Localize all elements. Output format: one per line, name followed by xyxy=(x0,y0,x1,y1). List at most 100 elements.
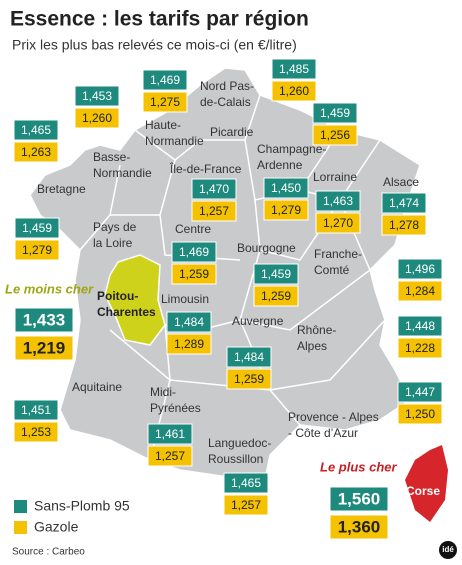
subtitle: Prix les plus bas relevés ce mois-ci (en… xyxy=(12,37,297,53)
price-sp95: 1,465 xyxy=(231,476,261,490)
region-name: Bourgogne xyxy=(237,241,296,255)
price-gazole: 1,263 xyxy=(21,145,51,159)
region-name: Limousin xyxy=(161,292,209,306)
region-name: Provence - Alpes xyxy=(288,410,379,424)
price-box xyxy=(14,217,60,239)
price-sp95: 1,450 xyxy=(271,181,301,195)
price-box xyxy=(312,102,358,124)
region-name: Champagne- xyxy=(257,142,326,156)
price-sp95: 1,485 xyxy=(279,62,309,76)
price-box xyxy=(397,258,443,280)
price-sp95: 1,474 xyxy=(389,196,419,210)
price-gazole: 1,260 xyxy=(82,111,112,125)
region-name: de-Calais xyxy=(200,95,251,109)
price-sp95: 1,433 xyxy=(23,310,66,329)
price-sp95: 1,484 xyxy=(234,350,264,364)
price-box xyxy=(13,141,59,163)
region-name: Normandie xyxy=(93,166,152,180)
region-name: Nord Pas- xyxy=(200,79,254,93)
price-gazole: 1,259 xyxy=(179,267,209,281)
price-box xyxy=(315,212,361,234)
price-box xyxy=(13,399,59,421)
price-box xyxy=(312,124,358,146)
region-name: Pyrénées xyxy=(150,401,201,415)
legend-label: Gazole xyxy=(34,519,79,535)
price-sp95: 1,469 xyxy=(150,73,180,87)
price-box xyxy=(14,307,74,333)
region-name: Roussillon xyxy=(208,452,263,466)
price-box xyxy=(166,311,212,333)
price-box xyxy=(253,263,299,285)
price-gazole: 1,257 xyxy=(199,204,229,218)
region-name: Comté xyxy=(314,263,350,277)
price-box xyxy=(142,69,188,91)
price-box xyxy=(74,85,120,107)
price-gazole: 1,284 xyxy=(405,284,435,298)
cheapest-label: Le moins cher xyxy=(5,281,94,296)
price-gazole: 1,219 xyxy=(23,338,66,357)
price-gazole: 1,256 xyxy=(320,128,350,142)
price-box xyxy=(397,315,443,337)
region-name: Rhône- xyxy=(297,323,336,337)
price-sp95: 1,459 xyxy=(22,221,52,235)
france-map xyxy=(29,67,421,481)
price-box xyxy=(191,200,237,222)
region-name: Franche- xyxy=(314,247,362,261)
price-box xyxy=(226,368,272,390)
price-box xyxy=(226,346,272,368)
price-gazole: 1,275 xyxy=(150,95,180,109)
region-name: Charentes xyxy=(97,305,156,319)
price-box xyxy=(14,335,74,361)
region-name: la Loire xyxy=(93,236,133,250)
price-box xyxy=(263,199,309,221)
region-name: Aquitaine xyxy=(72,380,122,394)
price-gazole: 1,260 xyxy=(279,84,309,98)
price-box xyxy=(142,91,188,113)
region-name: Pays de xyxy=(93,220,137,234)
price-box xyxy=(171,241,217,263)
legend-swatch xyxy=(14,500,27,513)
region-name: Île-de-France xyxy=(169,161,242,176)
price-box xyxy=(13,421,59,443)
price-box xyxy=(397,280,443,302)
region-name: Auvergne xyxy=(232,314,284,328)
price-box xyxy=(397,337,443,359)
price-box xyxy=(191,178,237,200)
price-box xyxy=(315,190,361,212)
price-sp95: 1,560 xyxy=(338,489,381,508)
price-sp95: 1,496 xyxy=(405,262,435,276)
price-box xyxy=(271,58,317,80)
price-gazole: 1,250 xyxy=(405,407,435,421)
region-name: Centre xyxy=(175,222,211,236)
region-name: Poitou- xyxy=(97,289,138,303)
logo: idé xyxy=(442,545,454,554)
price-sp95: 1,470 xyxy=(199,182,229,196)
price-sp95: 1,484 xyxy=(174,315,204,329)
price-box xyxy=(147,423,193,445)
price-gazole: 1,253 xyxy=(21,425,51,439)
price-box xyxy=(223,494,269,516)
price-box xyxy=(74,107,120,129)
region-name: Midi- xyxy=(150,385,176,399)
price-box xyxy=(171,263,217,285)
price-gazole: 1,228 xyxy=(405,341,435,355)
region-name: Alsace xyxy=(383,175,419,189)
legend-label: Sans-Plomb 95 xyxy=(34,498,130,514)
price-box xyxy=(263,177,309,199)
region-name: Ardenne xyxy=(257,158,303,172)
price-box xyxy=(397,403,443,425)
price-sp95: 1,451 xyxy=(21,403,51,417)
price-gazole: 1,270 xyxy=(323,216,353,230)
price-box xyxy=(253,285,299,307)
price-sp95: 1,465 xyxy=(21,123,51,137)
poitou-charentes-area xyxy=(104,254,166,346)
price-sp95: 1,453 xyxy=(82,89,112,103)
region-name: Corse xyxy=(406,484,440,498)
region-name: - Côte d’Azur xyxy=(288,426,358,440)
region-name: Lorraine xyxy=(313,170,357,184)
price-sp95: 1,447 xyxy=(405,385,435,399)
price-sp95: 1,459 xyxy=(320,106,350,120)
region-name: Basse- xyxy=(93,150,130,164)
price-box xyxy=(329,486,389,512)
